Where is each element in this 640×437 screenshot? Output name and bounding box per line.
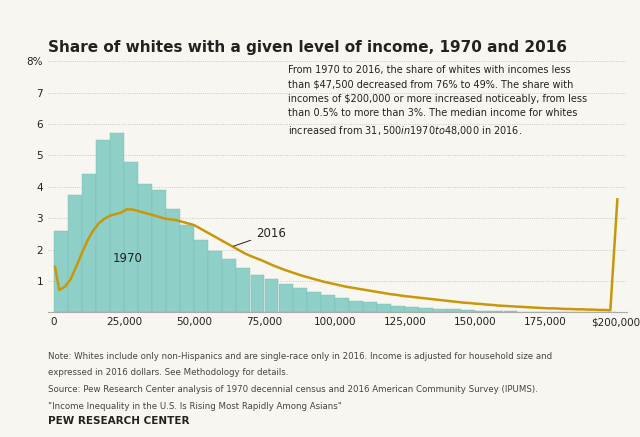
Bar (96, 140, 110, 312)
Text: expressed in 2016 dollars. See Methodology for details.: expressed in 2016 dollars. See Methodolo… (48, 368, 289, 378)
Bar (124, 162, 138, 312)
Bar (447, 309, 461, 312)
Bar (335, 298, 349, 312)
Bar (264, 280, 278, 312)
Bar (250, 275, 264, 312)
Bar (166, 209, 180, 312)
Bar (292, 288, 307, 312)
Bar (68, 194, 82, 312)
Bar (461, 310, 476, 312)
Bar (278, 284, 292, 312)
Bar (180, 225, 194, 312)
Bar (419, 308, 433, 312)
Bar (433, 309, 447, 312)
Text: Source: Pew Research Center analysis of 1970 decennial census and 2016 American : Source: Pew Research Center analysis of … (48, 385, 538, 394)
Text: Share of whites with a given level of income, 1970 and 2016: Share of whites with a given level of in… (48, 40, 567, 55)
Bar (391, 305, 405, 312)
Text: Note: Whites include only non-Hispanics and are single-race only in 2016. Income: Note: Whites include only non-Hispanics … (48, 352, 552, 361)
Bar (405, 307, 419, 312)
Text: "Income Inequality in the U.S. Is Rising Most Rapidly Among Asians": "Income Inequality in the U.S. Is Rising… (48, 402, 342, 411)
Bar (110, 133, 124, 312)
Bar (504, 311, 518, 312)
Bar (476, 311, 490, 312)
Text: 1970: 1970 (113, 252, 143, 264)
Bar (490, 311, 504, 312)
Bar (195, 240, 208, 312)
Text: PEW RESEARCH CENTER: PEW RESEARCH CENTER (48, 416, 189, 426)
Bar (307, 292, 321, 312)
Text: 2016: 2016 (234, 227, 286, 246)
Bar (363, 302, 377, 312)
Bar (138, 184, 152, 312)
Text: From 1970 to 2016, the share of whites with incomes less
than $47,500 decreased : From 1970 to 2016, the share of whites w… (289, 65, 588, 137)
Bar (209, 251, 222, 312)
Bar (349, 301, 363, 312)
Bar (377, 304, 391, 312)
Bar (236, 268, 250, 312)
Bar (152, 190, 166, 312)
Bar (222, 259, 236, 312)
Bar (321, 295, 335, 312)
Bar (82, 174, 96, 312)
Bar (54, 231, 68, 312)
